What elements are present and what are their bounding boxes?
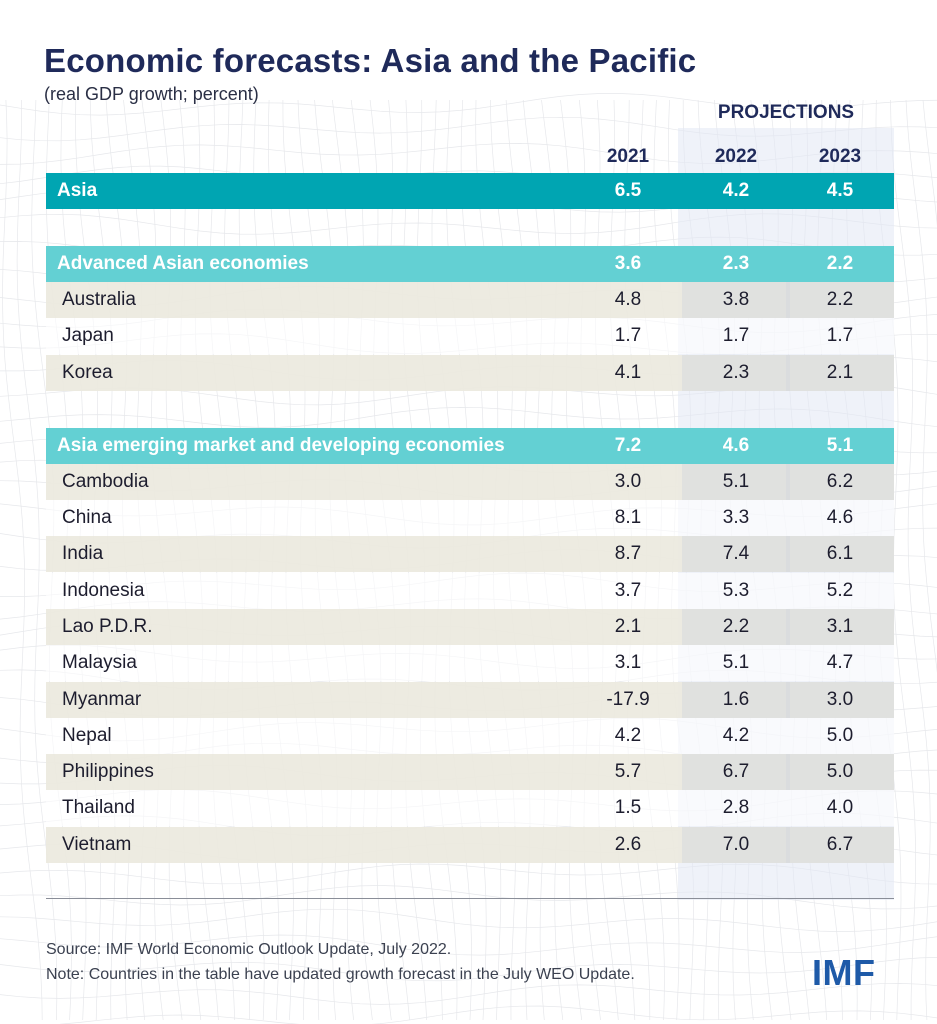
country-row: China 8.1 3.3 4.6: [46, 500, 894, 536]
value-cell-2022: 4.6: [722, 435, 750, 456]
column-header-2023: 2023: [818, 146, 862, 167]
value-cell-2023: 2.2: [826, 253, 854, 274]
region-row: Asia 6.5 4.2 4.5: [46, 173, 894, 209]
value-cell-2021: 2.1: [614, 616, 642, 637]
row-label: Philippines: [62, 761, 154, 782]
row-label: Korea: [62, 362, 113, 383]
country-row: India 8.7 7.4 6.1: [46, 536, 894, 572]
row-label: Australia: [62, 289, 136, 310]
row-label: Asia: [57, 180, 98, 201]
value-cell-2021: 4.8: [614, 289, 642, 310]
value-cell-2021: 3.0: [614, 471, 642, 492]
value-cell-2022: 5.1: [682, 464, 790, 500]
row-label: Vietnam: [62, 834, 132, 855]
group-row: Advanced Asian economies 3.6 2.3 2.2: [46, 246, 894, 282]
value-cell-2022: 5.1: [722, 652, 750, 673]
value-cell-2023: 1.7: [826, 325, 854, 346]
value-cell-2022: 4.2: [722, 725, 750, 746]
value-cell-2021: 2.6: [614, 834, 642, 855]
value-cell-2023: 3.1: [786, 609, 894, 645]
value-cell-2022: 7.4: [682, 536, 790, 572]
value-cell-2021: 6.5: [614, 180, 642, 201]
value-cell-2023: 2.2: [786, 282, 894, 318]
country-row: Lao P.D.R. 2.1 2.2 3.1: [46, 609, 894, 645]
row-label: Advanced Asian economies: [57, 253, 309, 274]
value-cell-2022: 2.2: [682, 609, 790, 645]
value-cell-2021: 3.7: [614, 580, 642, 601]
column-header-2022: 2022: [714, 146, 758, 167]
row-label: Malaysia: [62, 652, 137, 673]
value-cell-2021: 4.2: [614, 725, 642, 746]
country-row: Cambodia 3.0 5.1 6.2: [46, 464, 894, 500]
country-row: Thailand 1.5 2.8 4.0: [46, 790, 894, 826]
value-cell-2023: 4.6: [826, 507, 854, 528]
value-cell-2021: 5.7: [614, 761, 642, 782]
value-cell-2023: 6.2: [786, 464, 894, 500]
country-row: Malaysia 3.1 5.1 4.7: [46, 645, 894, 681]
value-cell-2021: -17.9: [606, 689, 650, 710]
value-cell-2022: 3.8: [682, 282, 790, 318]
row-label: Japan: [62, 325, 114, 346]
value-cell-2021: 3.1: [614, 652, 642, 673]
country-row: Australia 4.8 3.8 2.2: [46, 282, 894, 318]
row-label: China: [62, 507, 112, 528]
row-label: Cambodia: [62, 471, 149, 492]
value-cell-2023: 6.1: [786, 536, 894, 572]
table-bottom-rule: [46, 898, 894, 899]
value-cell-2023: 6.7: [786, 827, 894, 863]
country-row: Vietnam 2.6 7.0 6.7: [46, 827, 894, 863]
value-cell-2021: 4.1: [614, 362, 642, 383]
value-cell-2022: 4.2: [722, 180, 750, 201]
page-subtitle: (real GDP growth; percent): [44, 84, 259, 104]
value-cell-2022: 2.3: [682, 355, 790, 391]
value-cell-2023: 5.0: [826, 725, 854, 746]
row-label: India: [62, 543, 104, 564]
projections-label: PROJECTIONS: [717, 102, 855, 123]
group-row: Asia emerging market and developing econ…: [46, 428, 894, 464]
value-cell-2022: 1.6: [682, 682, 790, 718]
value-cell-2021: 3.6: [614, 253, 642, 274]
column-header-2021: 2021: [606, 146, 650, 167]
row-label: Indonesia: [62, 580, 145, 601]
value-cell-2021: 1.5: [614, 797, 642, 818]
row-label: Lao P.D.R.: [62, 616, 153, 637]
value-cell-2023: 4.0: [826, 797, 854, 818]
value-cell-2023: 5.1: [826, 435, 854, 456]
row-label: Myanmar: [62, 689, 142, 710]
value-cell-2023: 5.2: [826, 580, 854, 601]
value-cell-2023: 3.0: [786, 682, 894, 718]
value-cell-2021: 8.7: [614, 543, 642, 564]
source-note: Source: IMF World Economic Outlook Updat…: [46, 941, 452, 958]
value-cell-2022: 7.0: [682, 827, 790, 863]
value-cell-2021: 8.1: [614, 507, 642, 528]
country-row: Korea 4.1 2.3 2.1: [46, 355, 894, 391]
value-cell-2021: 7.2: [614, 435, 642, 456]
value-cell-2022: 6.7: [682, 754, 790, 790]
value-cell-2022: 2.8: [722, 797, 750, 818]
row-label: Asia emerging market and developing econ…: [57, 435, 505, 456]
value-cell-2022: 5.3: [722, 580, 750, 601]
page-title: Economic forecasts: Asia and the Pacific: [44, 42, 697, 79]
country-row: Japan 1.7 1.7 1.7: [46, 318, 894, 354]
country-row: Philippines 5.7 6.7 5.0: [46, 754, 894, 790]
value-cell-2022: 1.7: [722, 325, 750, 346]
row-label: Nepal: [62, 725, 112, 746]
row-label: Thailand: [62, 797, 135, 818]
imf-logo: IMF: [812, 952, 876, 993]
value-cell-2023: 5.0: [786, 754, 894, 790]
value-cell-2022: 2.3: [722, 253, 750, 274]
country-row: Myanmar -17.9 1.6 3.0: [46, 682, 894, 718]
country-row: Indonesia 3.7 5.3 5.2: [46, 573, 894, 609]
value-cell-2022: 3.3: [722, 507, 750, 528]
value-cell-2023: 4.5: [826, 180, 854, 201]
value-cell-2023: 4.7: [826, 652, 854, 673]
value-cell-2023: 2.1: [786, 355, 894, 391]
note-text: Note: Countries in the table have update…: [46, 966, 635, 983]
country-row: Nepal 4.2 4.2 5.0: [46, 718, 894, 754]
value-cell-2021: 1.7: [614, 325, 642, 346]
